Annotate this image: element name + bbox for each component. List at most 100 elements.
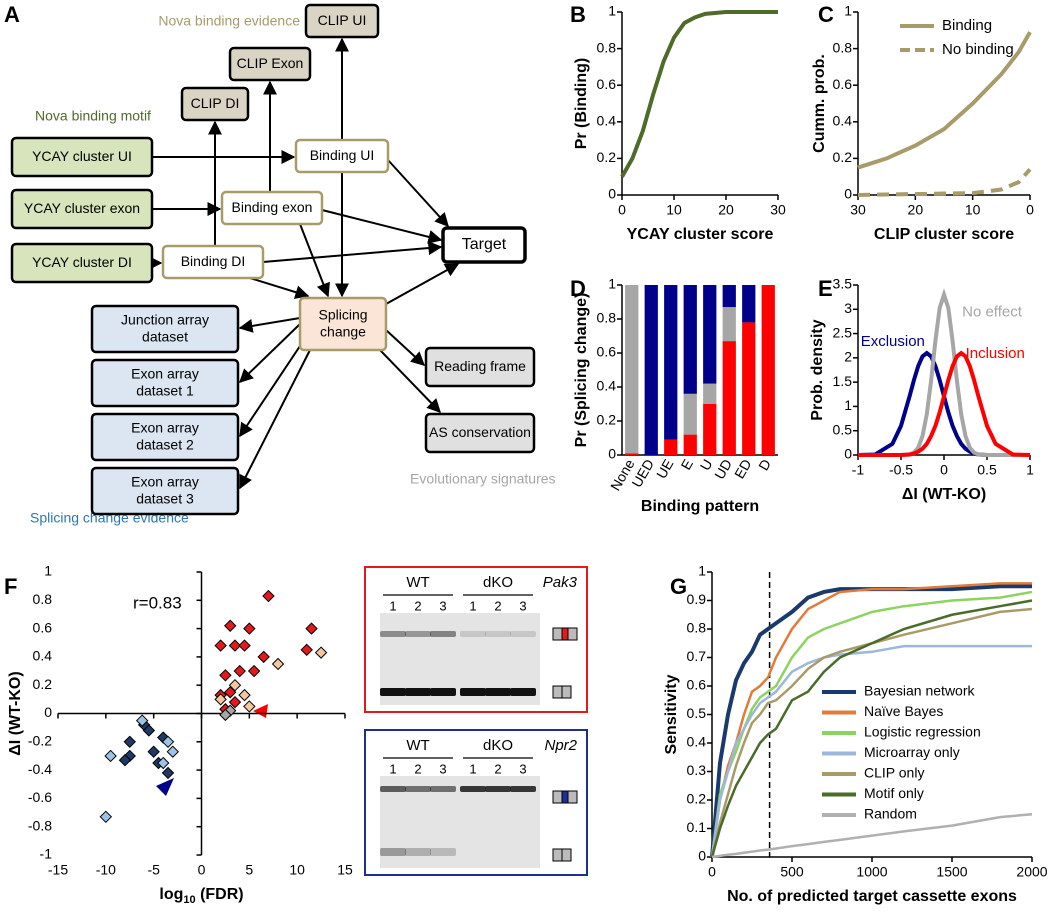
gel-band xyxy=(485,786,511,792)
y-tick-label: 1.5 xyxy=(833,373,853,389)
arrow xyxy=(239,339,305,438)
x-tick-label: 20 xyxy=(908,202,924,218)
x-tick-label: UD xyxy=(711,456,735,482)
legend-label: No binding xyxy=(942,41,1014,58)
gel-band xyxy=(380,786,406,792)
gel-band xyxy=(380,848,406,856)
gel-band xyxy=(430,848,456,856)
diagram-arrows xyxy=(148,37,460,490)
y-tick-label: -0.6 xyxy=(28,789,52,805)
y-tick-label: 0.4 xyxy=(33,648,53,664)
node-box xyxy=(90,466,240,516)
node-label-line: YCAY cluster DI xyxy=(32,254,132,270)
y-tick-label: 0.2 xyxy=(687,791,707,807)
group-label: Evolutionary signatures xyxy=(410,471,556,487)
node-label-line: AS conservation xyxy=(429,424,531,440)
y-axis-label: Pr (Splicing change) xyxy=(573,293,590,448)
scatter-point xyxy=(238,688,251,702)
line-series xyxy=(857,350,1030,457)
gel-band xyxy=(380,688,406,696)
x-tick-label: 0 xyxy=(618,202,626,218)
x-axis-label: Binding pattern xyxy=(641,498,759,515)
series-label: Inclusion xyxy=(966,345,1025,362)
panel-label: C xyxy=(818,2,834,27)
y-tick-label: 0.4 xyxy=(833,113,853,129)
scatter-point xyxy=(219,708,232,722)
node-label-line: Splicing xyxy=(318,306,367,322)
y-tick-label: 0.7 xyxy=(687,648,707,664)
y-tick-label: 0.8 xyxy=(33,591,53,607)
y-tick-label: 0.6 xyxy=(597,76,617,92)
group-label: dKO xyxy=(483,574,513,591)
line-series xyxy=(710,607,1033,858)
group-label: WT xyxy=(406,737,429,754)
bar-segment xyxy=(742,322,756,455)
y-axis-label: Cumm. prob. xyxy=(811,54,828,153)
x-tick-label: 2000 xyxy=(1016,864,1047,880)
y-tick-label: 0.8 xyxy=(597,310,617,326)
gel-band xyxy=(430,786,456,792)
y-axis-label: Sensitivity xyxy=(663,674,680,754)
node-label: CLIP DI xyxy=(191,95,240,111)
y-tick-label: 0.6 xyxy=(33,619,53,635)
bar-segment xyxy=(625,453,639,455)
scatter-point xyxy=(135,714,149,727)
gel-band xyxy=(485,631,511,637)
y-tick-label: 0 xyxy=(844,446,852,462)
arrow xyxy=(299,223,330,298)
bar-segment xyxy=(683,285,697,394)
node-box xyxy=(220,190,324,226)
scatter-point xyxy=(314,646,328,659)
group-label: WT xyxy=(406,574,429,591)
scatter-point xyxy=(99,810,113,824)
node-label-line: YCAY cluster exon xyxy=(24,200,140,216)
arrow xyxy=(238,317,301,333)
arrowhead xyxy=(156,778,174,796)
y-tick-label: 0 xyxy=(698,848,706,864)
y-tick-label: 3 xyxy=(844,300,852,316)
arrow xyxy=(249,277,310,299)
scatter-point xyxy=(305,622,318,635)
exon xyxy=(567,790,578,804)
node-label-line: Target xyxy=(462,236,507,253)
y-tick-label: 0.3 xyxy=(687,762,707,778)
exon xyxy=(567,627,578,641)
node-label-line: Binding DI xyxy=(181,253,246,269)
node-box xyxy=(10,188,154,230)
node-label-line: Exon array xyxy=(131,473,199,489)
x-tick-label: -5 xyxy=(147,862,160,878)
line-series xyxy=(858,350,1031,457)
node-label: CLIP UI xyxy=(318,12,367,28)
line-series xyxy=(711,813,1033,859)
y-tick-label: 1 xyxy=(44,563,52,579)
node-label-line: CLIP Exon xyxy=(237,55,304,71)
exon xyxy=(552,685,563,699)
scatter-point xyxy=(228,678,242,692)
y-axis-label: Pr (Binding) xyxy=(573,58,590,150)
y-tick-label: 0.2 xyxy=(597,149,617,165)
scatter-point xyxy=(219,669,232,682)
y-tick-label: 0.2 xyxy=(833,149,853,165)
panel-label: G xyxy=(670,574,687,599)
gel-band xyxy=(485,688,511,696)
y-tick-label: 0 xyxy=(608,186,616,202)
scatter-point xyxy=(223,686,237,699)
lane-label: 3 xyxy=(439,598,446,613)
scatter-point xyxy=(228,639,242,652)
gel-band xyxy=(460,688,486,696)
bar-segment xyxy=(742,285,756,323)
bar-segment xyxy=(722,307,736,342)
x-tick-label: 1 xyxy=(1026,462,1034,478)
node-label: Binding DI xyxy=(181,253,246,269)
line-series xyxy=(857,31,1032,170)
x-tick-label: E xyxy=(678,456,697,472)
line-series xyxy=(620,10,778,178)
x-tick-label: 1000 xyxy=(856,864,887,880)
node-label: Splicing change xyxy=(318,306,367,339)
y-tick-label: 0.2 xyxy=(33,676,53,692)
scatter-point xyxy=(118,753,132,767)
gel-band xyxy=(405,786,431,792)
node-label-line: Reading frame xyxy=(434,358,526,374)
